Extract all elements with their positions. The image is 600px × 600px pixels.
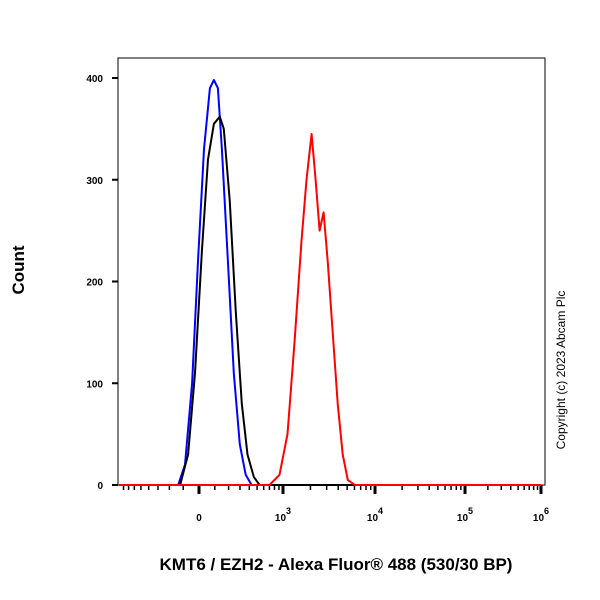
plot-frame <box>117 57 546 486</box>
y-tick-label: 200 <box>86 278 103 289</box>
x-tick-label: 106 <box>533 506 549 524</box>
x-tick-exponent: 4 <box>378 506 383 516</box>
x-tick-exponent: 5 <box>468 506 473 516</box>
copyright-annotation: Copyright (c) 2023 Abcam Plc <box>554 291 568 450</box>
series-line-0 <box>119 79 541 486</box>
x-tick-exponent: 3 <box>286 506 291 516</box>
y-tick-label: 100 <box>86 379 103 390</box>
series-group <box>119 79 541 486</box>
x-tick-label: 104 <box>367 506 383 524</box>
x-tick-base: 10 <box>367 513 379 524</box>
series-line-1 <box>119 115 541 486</box>
y-axis: 0 100 200 300 400 <box>86 74 118 492</box>
x-tick-label: 105 <box>457 506 473 524</box>
x-tick-base: 10 <box>275 513 287 524</box>
series-line-2 <box>119 133 541 486</box>
x-tick-label: 103 <box>275 506 291 524</box>
x-tick-base: 10 <box>533 513 545 524</box>
x-tick-label: 0 <box>196 513 202 524</box>
x-tick-exponent: 6 <box>544 506 549 516</box>
x-tick-base: 0 <box>196 513 202 524</box>
x-tick-base: 10 <box>457 513 469 524</box>
y-tick-label: 300 <box>86 176 103 187</box>
y-tick-label: 0 <box>97 481 103 492</box>
y-axis-label: Count <box>9 245 28 294</box>
y-tick-label: 400 <box>86 74 103 85</box>
x-axis-label: KMT6 / EZH2 - Alexa Fluor® 488 (530/30 B… <box>160 555 513 574</box>
